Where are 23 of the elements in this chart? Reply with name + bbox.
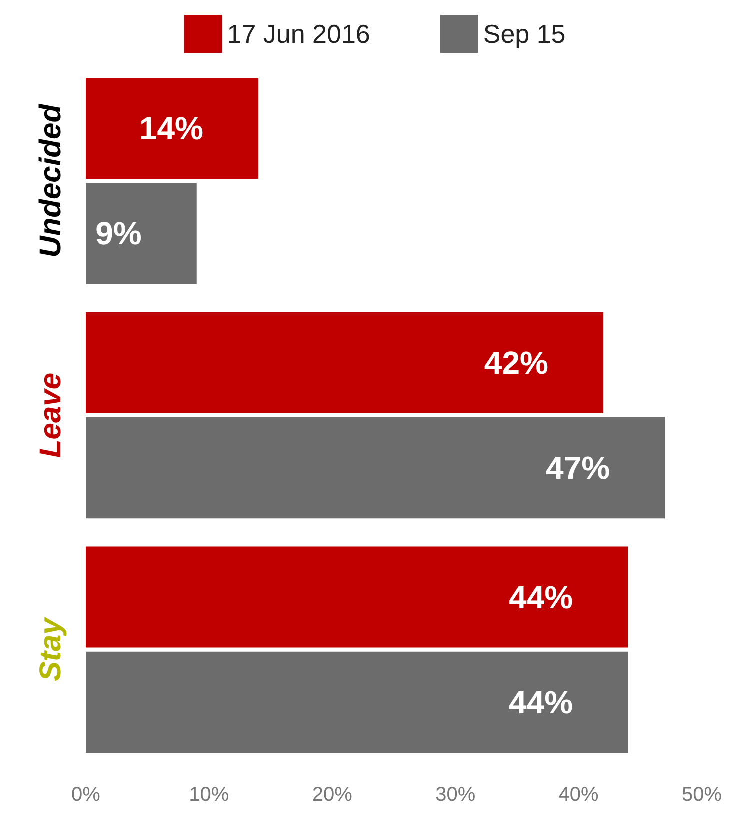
bar bbox=[86, 546, 628, 648]
data-label: 14% bbox=[139, 110, 204, 147]
data-label: 44% bbox=[509, 579, 574, 616]
y-tick-label: Leave bbox=[34, 372, 68, 458]
y-tick-label: Stay bbox=[34, 616, 68, 682]
x-tick-label: 0% bbox=[72, 784, 101, 806]
y-tick-label: Undecided bbox=[34, 104, 68, 258]
legend-label: 17 Jun 2016 bbox=[227, 19, 370, 49]
x-tick-label: 50% bbox=[682, 784, 722, 806]
bar bbox=[86, 183, 197, 284]
x-tick-label: 30% bbox=[436, 784, 476, 806]
x-tick-label: 10% bbox=[189, 784, 230, 806]
x-tick-label: 20% bbox=[312, 784, 353, 806]
data-label: 44% bbox=[509, 684, 574, 720]
bar bbox=[86, 312, 604, 414]
bar bbox=[86, 78, 258, 180]
data-label: 9% bbox=[96, 216, 142, 252]
data-label: 47% bbox=[546, 450, 610, 486]
legend-label: Sep 15 bbox=[483, 19, 566, 49]
bar bbox=[86, 652, 628, 753]
bar bbox=[86, 418, 666, 519]
data-label: 42% bbox=[484, 344, 548, 381]
x-tick-label: 40% bbox=[558, 784, 600, 806]
